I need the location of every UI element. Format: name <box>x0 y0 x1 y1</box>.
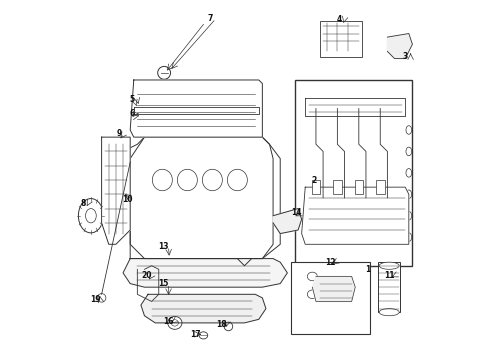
Polygon shape <box>130 137 280 258</box>
Bar <box>311 180 320 194</box>
Text: 2: 2 <box>311 176 316 185</box>
Text: 1: 1 <box>365 265 369 274</box>
Text: 18: 18 <box>216 320 226 329</box>
Ellipse shape <box>167 316 182 329</box>
Ellipse shape <box>202 169 222 191</box>
Bar <box>294 80 411 266</box>
Polygon shape <box>305 98 405 116</box>
Ellipse shape <box>378 262 398 269</box>
Polygon shape <box>141 294 265 323</box>
Ellipse shape <box>152 169 172 191</box>
Text: 3: 3 <box>402 52 407 61</box>
Bar <box>319 21 362 57</box>
Ellipse shape <box>377 101 389 116</box>
Text: 19: 19 <box>90 295 100 304</box>
Ellipse shape <box>355 101 368 116</box>
Ellipse shape <box>78 199 103 233</box>
Text: 17: 17 <box>189 330 200 339</box>
Ellipse shape <box>157 66 170 79</box>
Text: 6: 6 <box>129 109 134 118</box>
Ellipse shape <box>199 332 207 339</box>
Text: 16: 16 <box>163 316 174 325</box>
Ellipse shape <box>405 126 411 134</box>
Polygon shape <box>386 33 411 59</box>
Ellipse shape <box>177 169 197 191</box>
Polygon shape <box>301 187 408 244</box>
Ellipse shape <box>405 168 411 177</box>
Ellipse shape <box>171 320 178 326</box>
Text: 20: 20 <box>141 271 151 280</box>
Ellipse shape <box>405 211 411 220</box>
Text: 13: 13 <box>158 242 168 251</box>
Text: 15: 15 <box>158 279 168 288</box>
Bar <box>354 180 363 194</box>
Ellipse shape <box>405 233 411 242</box>
Bar <box>332 180 341 194</box>
Text: 10: 10 <box>122 195 132 204</box>
Polygon shape <box>102 137 130 244</box>
Bar <box>378 262 399 312</box>
Text: 14: 14 <box>290 208 301 217</box>
Bar <box>375 180 384 194</box>
Ellipse shape <box>307 290 317 298</box>
Ellipse shape <box>97 294 106 302</box>
Text: 12: 12 <box>325 258 335 267</box>
Ellipse shape <box>312 101 325 116</box>
Polygon shape <box>272 208 301 234</box>
Text: 9: 9 <box>116 129 121 138</box>
Text: 8: 8 <box>80 199 85 208</box>
Ellipse shape <box>334 101 346 116</box>
Ellipse shape <box>224 322 232 331</box>
Text: 7: 7 <box>207 14 213 23</box>
Ellipse shape <box>378 309 398 316</box>
Text: 4: 4 <box>336 15 341 24</box>
Polygon shape <box>312 276 354 301</box>
Text: 5: 5 <box>129 95 134 104</box>
Ellipse shape <box>405 147 411 156</box>
Ellipse shape <box>85 208 96 223</box>
Text: 11: 11 <box>383 271 394 280</box>
Ellipse shape <box>405 190 411 199</box>
Ellipse shape <box>307 272 317 281</box>
Polygon shape <box>130 80 262 137</box>
Polygon shape <box>123 258 287 287</box>
Ellipse shape <box>227 169 247 191</box>
Bar <box>290 262 369 334</box>
